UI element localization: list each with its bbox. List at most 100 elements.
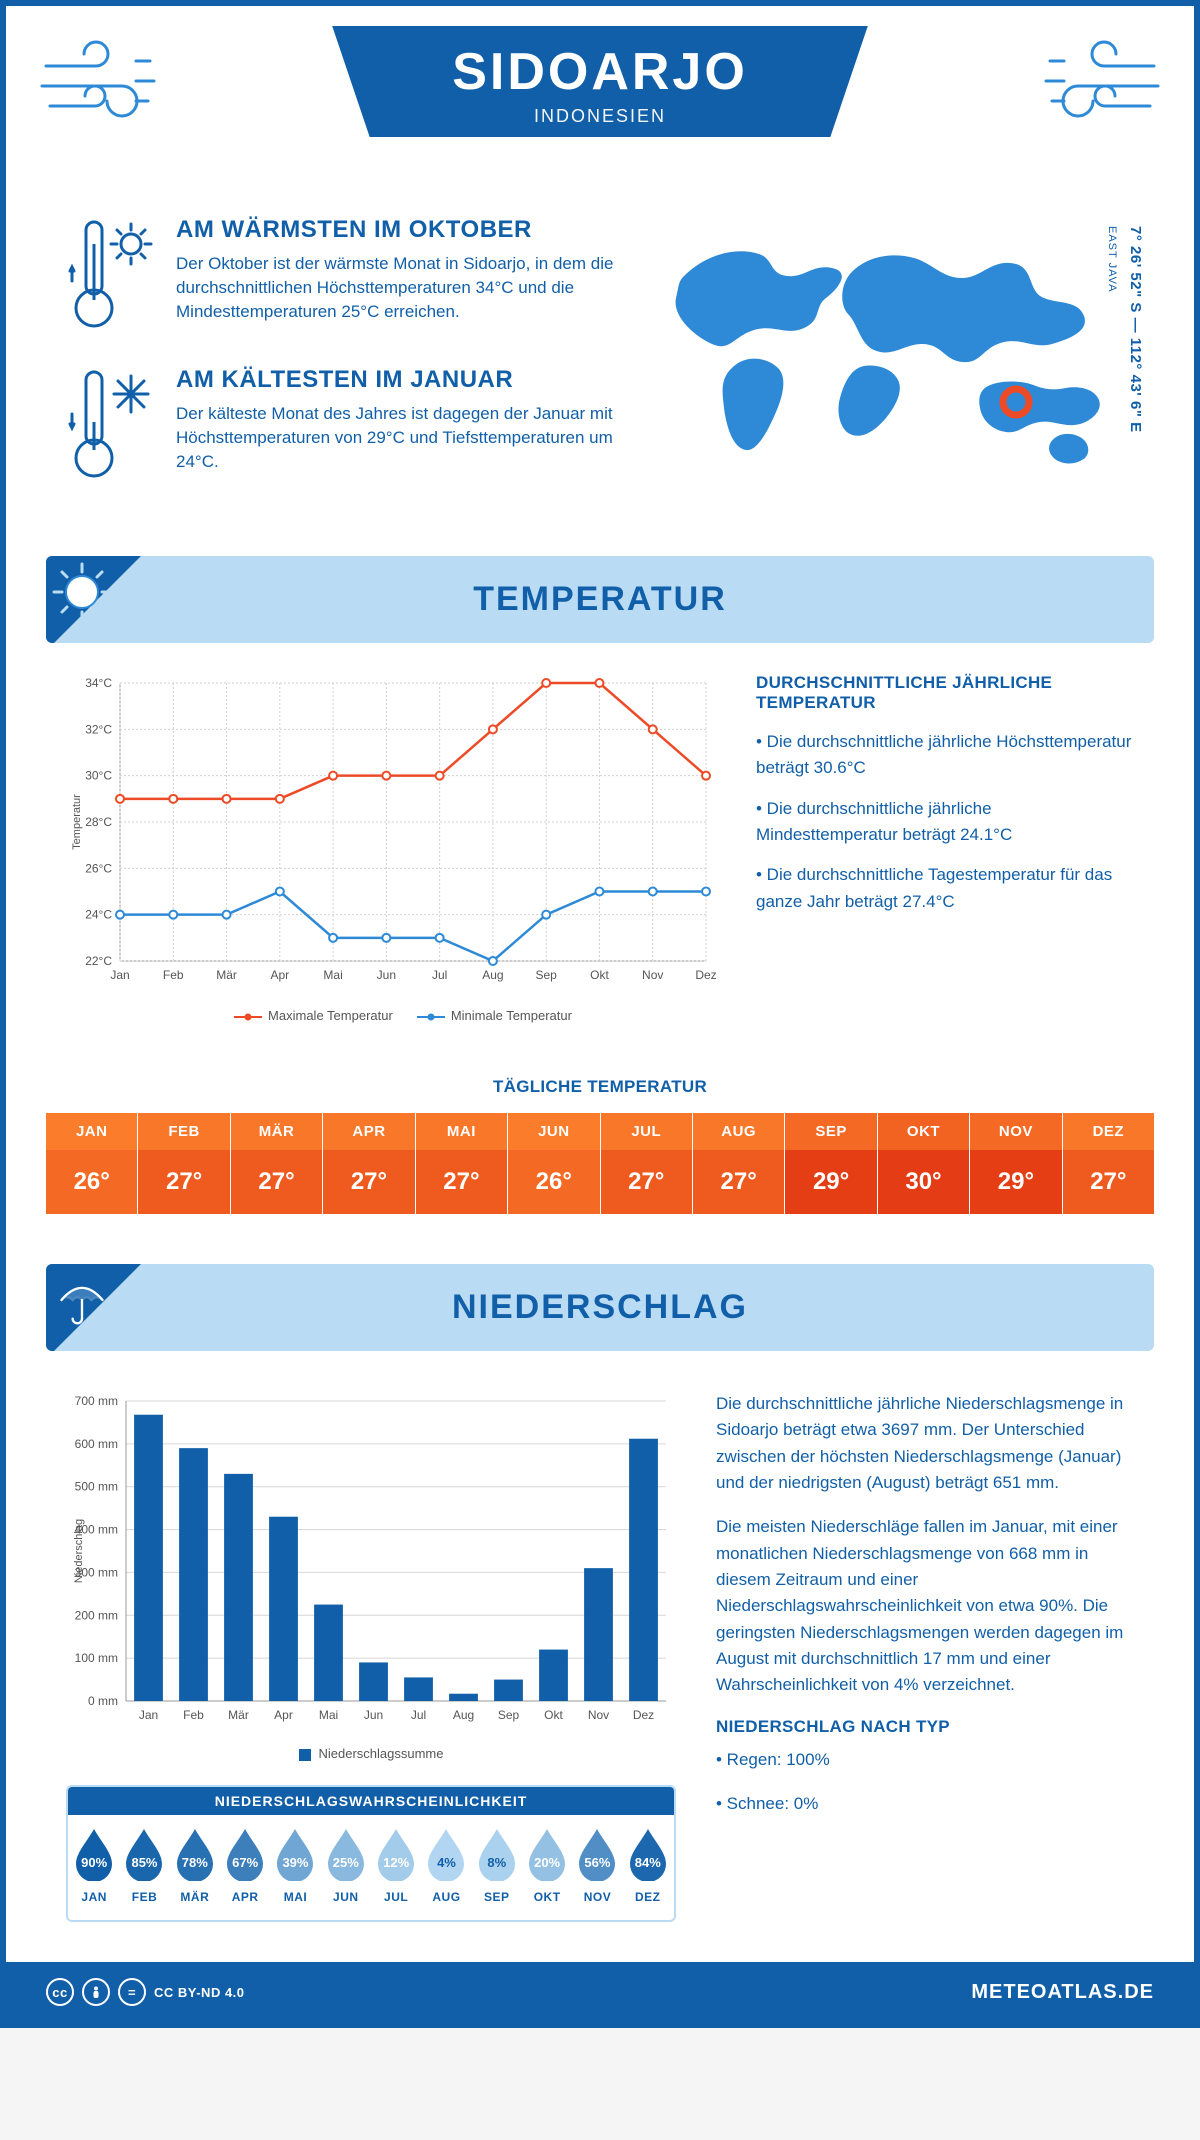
- precipitation-content: 0 mm100 mm200 mm300 mm400 mm500 mm600 mm…: [6, 1381, 1194, 1962]
- probability-drop: 78% MÄR: [171, 1827, 219, 1904]
- section-header-precipitation: NIEDERSCHLAG: [46, 1264, 1154, 1351]
- svg-text:Niederschlag: Niederschlag: [73, 1519, 85, 1583]
- svg-text:200 mm: 200 mm: [75, 1608, 118, 1622]
- sun-icon: [46, 556, 141, 643]
- svg-text:30°C: 30°C: [85, 769, 112, 783]
- svg-text:Jul: Jul: [432, 968, 447, 982]
- title-banner: SIDOARJO INDONESIEN: [332, 26, 868, 137]
- footer: cc = CC BY-ND 4.0 METEOATLAS.DE: [6, 1962, 1194, 2022]
- temp-table-col: DEZ 27°: [1063, 1113, 1154, 1214]
- page-title: SIDOARJO: [452, 42, 748, 102]
- daily-temperature-table: JAN 26° FEB 27° MÄR 27° APR 27° MAI 27° …: [46, 1113, 1154, 1214]
- precip-paragraph: Die meisten Niederschläge fallen im Janu…: [716, 1514, 1134, 1698]
- temperature-line-chart: 22°C24°C26°C28°C30°C32°C34°CJanFebMärApr…: [66, 673, 716, 993]
- precipitation-bar-chart: 0 mm100 mm200 mm300 mm400 mm500 mm600 mm…: [66, 1391, 676, 1731]
- temp-table-col: AUG 27°: [693, 1113, 785, 1214]
- daily-temp-title: TÄGLICHE TEMPERATUR: [6, 1077, 1194, 1097]
- svg-text:500 mm: 500 mm: [75, 1480, 118, 1494]
- precip-type: • Schnee: 0%: [716, 1791, 1134, 1817]
- fact-block: AM KÄLTESTEN IM JANUAR Der kälteste Mona…: [66, 366, 624, 486]
- chart-legend: Niederschlagssumme: [66, 1746, 676, 1761]
- nd-icon: =: [118, 1978, 146, 2006]
- probability-drop: 12% JUL: [372, 1827, 420, 1904]
- svg-text:700 mm: 700 mm: [75, 1394, 118, 1408]
- svg-text:Dez: Dez: [695, 968, 716, 982]
- fact-title: AM WÄRMSTEN IM OKTOBER: [176, 216, 624, 244]
- svg-text:Aug: Aug: [453, 1708, 474, 1722]
- fact-title: AM KÄLTESTEN IM JANUAR: [176, 366, 624, 394]
- svg-text:24°C: 24°C: [85, 908, 112, 922]
- umbrella-icon: [46, 1264, 141, 1351]
- world-map-icon: [654, 216, 1134, 476]
- section-title: TEMPERATUR: [46, 580, 1154, 619]
- svg-text:Temperatur: Temperatur: [71, 794, 83, 850]
- probability-drop: 85% FEB: [120, 1827, 168, 1904]
- precip-type-title: NIEDERSCHLAG NACH TYP: [716, 1717, 1134, 1737]
- probability-drop: 4% AUG: [422, 1827, 470, 1904]
- probability-drop: 56% NOV: [573, 1827, 621, 1904]
- license-text: CC BY-ND 4.0: [154, 1985, 245, 2000]
- svg-text:Feb: Feb: [183, 1708, 204, 1722]
- svg-text:0 mm: 0 mm: [88, 1694, 118, 1708]
- svg-text:32°C: 32°C: [85, 722, 112, 736]
- svg-text:34°C: 34°C: [85, 676, 112, 690]
- temp-table-col: SEP 29°: [785, 1113, 877, 1214]
- svg-text:Jul: Jul: [411, 1708, 426, 1722]
- header: SIDOARJO INDONESIEN: [6, 6, 1194, 216]
- svg-text:600 mm: 600 mm: [75, 1437, 118, 1451]
- svg-text:Aug: Aug: [482, 968, 503, 982]
- probability-drop: 67% APR: [221, 1827, 269, 1904]
- svg-text:Mai: Mai: [323, 968, 342, 982]
- chart-legend: Maximale TemperaturMinimale Temperatur: [66, 1008, 716, 1023]
- bullet-text: • Die durchschnittliche jährliche Mindes…: [756, 796, 1134, 849]
- section-title: NIEDERSCHLAG: [46, 1288, 1154, 1327]
- svg-text:Apr: Apr: [270, 968, 289, 982]
- svg-text:Jun: Jun: [364, 1708, 383, 1722]
- svg-text:28°C: 28°C: [85, 815, 112, 829]
- svg-text:Jun: Jun: [377, 968, 396, 982]
- svg-text:Mai: Mai: [319, 1708, 338, 1722]
- svg-text:Okt: Okt: [544, 1708, 563, 1722]
- probability-drop: 8% SEP: [473, 1827, 521, 1904]
- svg-text:Jan: Jan: [110, 968, 129, 982]
- region-label: EAST JAVA: [1106, 226, 1118, 292]
- svg-text:22°C: 22°C: [85, 954, 112, 968]
- temp-table-col: NOV 29°: [970, 1113, 1062, 1214]
- thermometer-cold-icon: [66, 366, 156, 486]
- by-icon: [82, 1978, 110, 2006]
- probability-drop: 20% OKT: [523, 1827, 571, 1904]
- svg-text:Okt: Okt: [590, 968, 609, 982]
- precipitation-probability-panel: NIEDERSCHLAGSWAHRSCHEINLICHKEIT 90% JAN …: [66, 1785, 676, 1922]
- svg-text:Apr: Apr: [274, 1708, 293, 1722]
- svg-text:Sep: Sep: [536, 968, 558, 982]
- intro-section: AM WÄRMSTEN IM OKTOBER Der Oktober ist d…: [6, 216, 1194, 556]
- precip-type: • Regen: 100%: [716, 1747, 1134, 1773]
- section-header-temperature: TEMPERATUR: [46, 556, 1154, 643]
- temp-table-col: JAN 26°: [46, 1113, 138, 1214]
- bullet-text: • Die durchschnittliche jährliche Höchst…: [756, 729, 1134, 782]
- probability-drop: 90% JAN: [70, 1827, 118, 1904]
- svg-text:Mär: Mär: [216, 968, 237, 982]
- svg-text:Dez: Dez: [633, 1708, 654, 1722]
- probability-title: NIEDERSCHLAGSWAHRSCHEINLICHKEIT: [68, 1787, 674, 1815]
- fact-block: AM WÄRMSTEN IM OKTOBER Der Oktober ist d…: [66, 216, 624, 336]
- temp-table-col: MÄR 27°: [231, 1113, 323, 1214]
- temp-table-col: APR 27°: [323, 1113, 415, 1214]
- svg-text:100 mm: 100 mm: [75, 1651, 118, 1665]
- wind-icon: [1024, 36, 1164, 136]
- svg-text:Nov: Nov: [588, 1708, 609, 1722]
- cc-icon: cc: [46, 1978, 74, 2006]
- infographic-page: SIDOARJO INDONESIEN: [0, 0, 1200, 2028]
- temperature-content: 22°C24°C26°C28°C30°C32°C34°CJanFebMärApr…: [6, 673, 1194, 1053]
- temp-table-col: JUN 26°: [508, 1113, 600, 1214]
- svg-text:Nov: Nov: [642, 968, 663, 982]
- coordinates: 7° 26' 52" S — 112° 43' 6" E: [1127, 226, 1144, 433]
- fact-text: Der kälteste Monat des Jahres ist dagege…: [176, 402, 624, 473]
- temp-table-col: FEB 27°: [138, 1113, 230, 1214]
- world-map-block: EAST JAVA 7° 26' 52" S — 112° 43' 6" E: [654, 216, 1134, 516]
- side-title: DURCHSCHNITTLICHE JÄHRLICHE TEMPERATUR: [756, 673, 1134, 713]
- svg-text:Feb: Feb: [163, 968, 184, 982]
- temp-table-col: JUL 27°: [601, 1113, 693, 1214]
- brand-name: METEOATLAS.DE: [971, 1981, 1154, 2004]
- temp-table-col: MAI 27°: [416, 1113, 508, 1214]
